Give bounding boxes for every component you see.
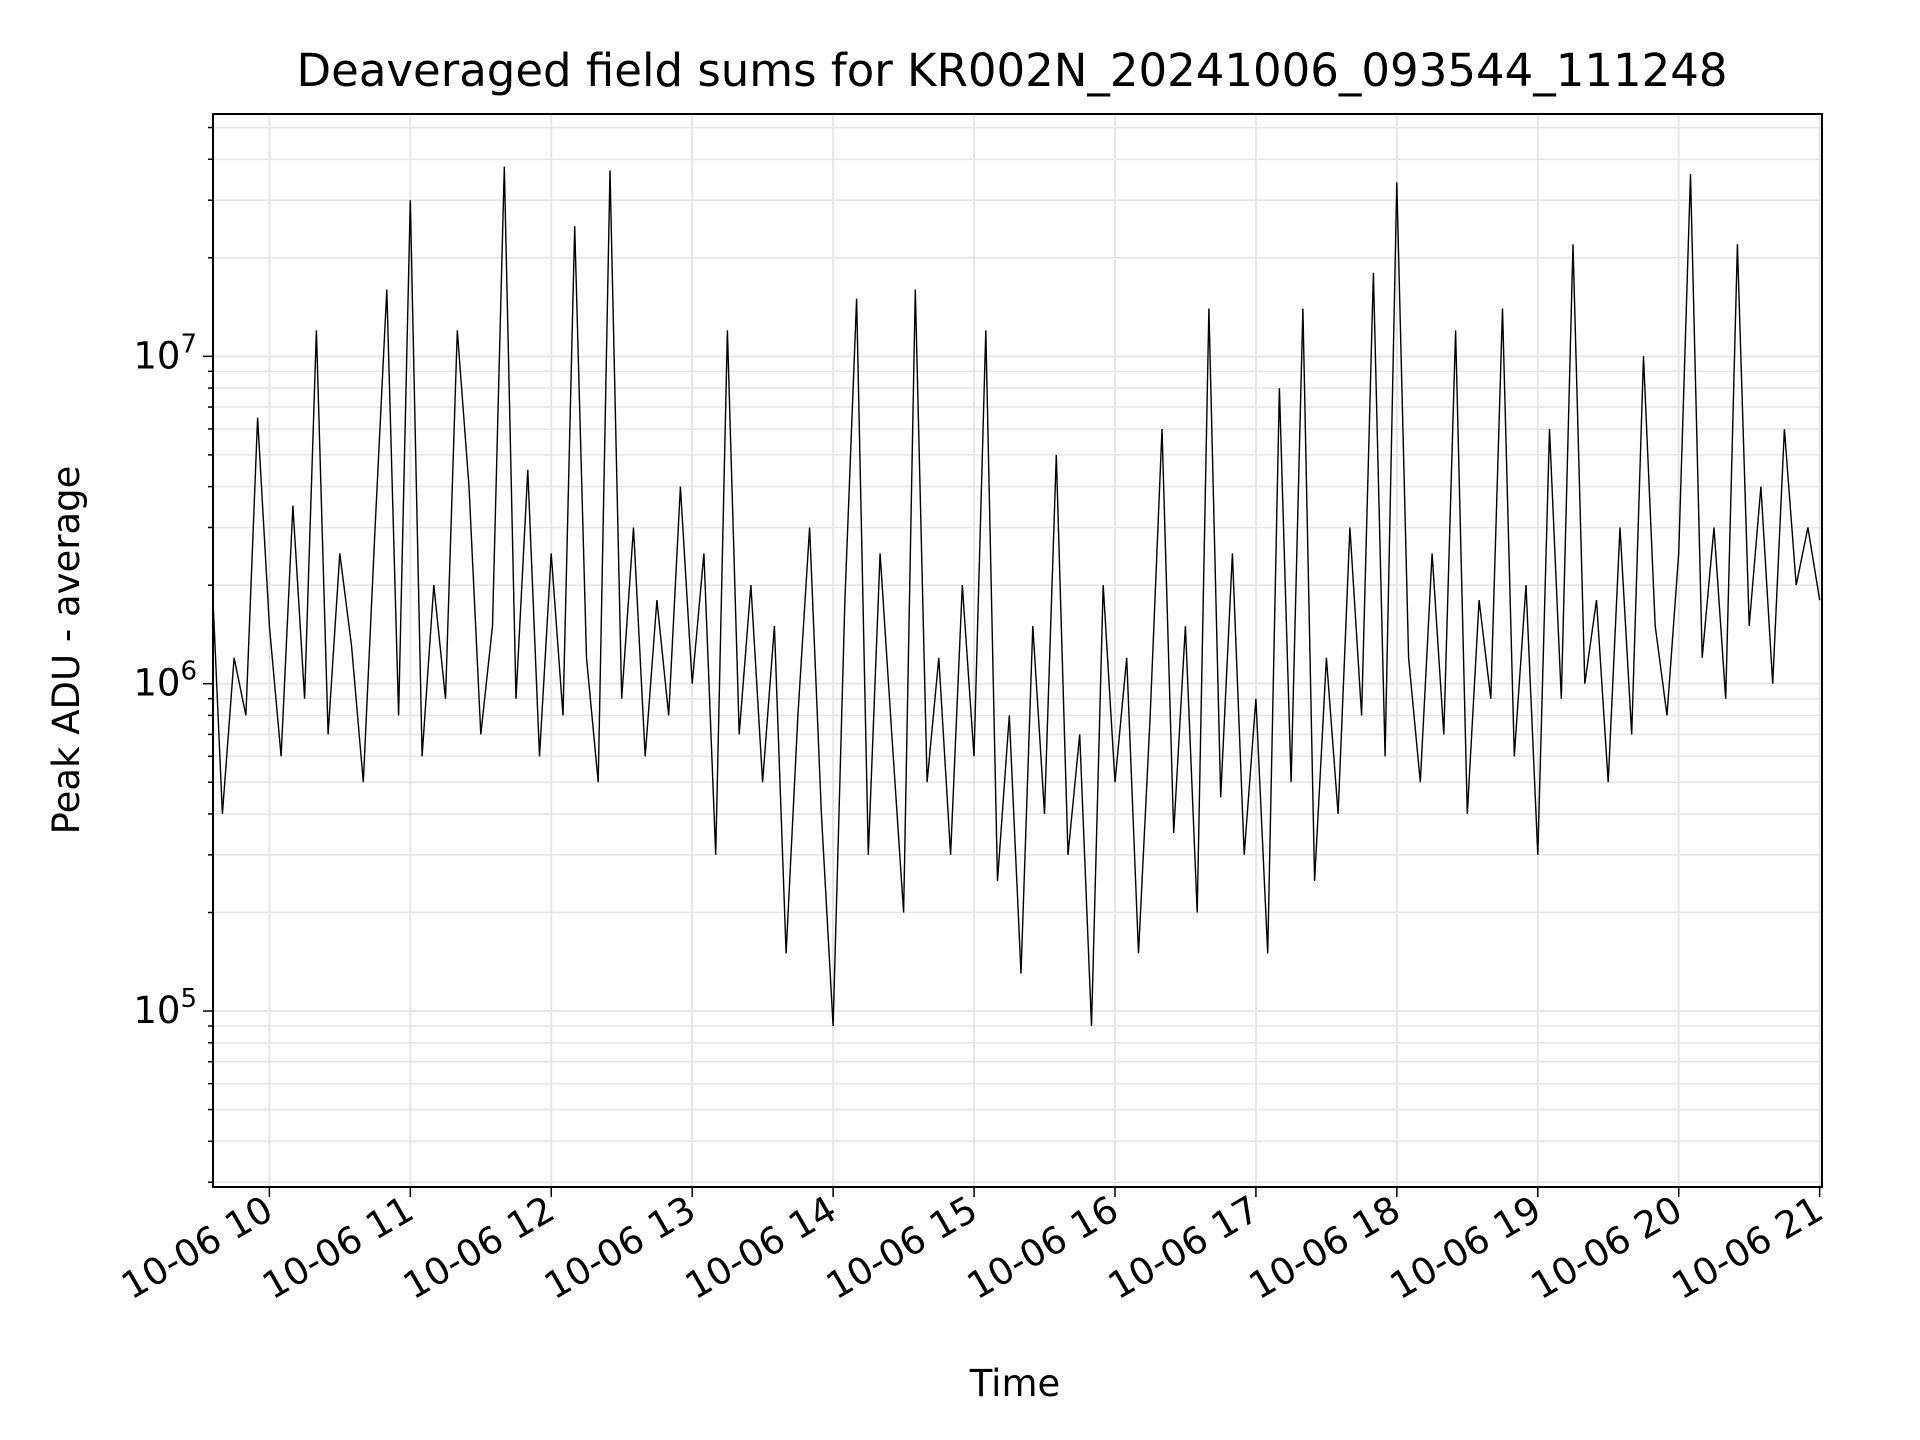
chart-title: Deaveraged field sums for KR002N_2024100… (297, 44, 1728, 97)
plot-frame (212, 113, 1823, 1188)
y-tick-base: 10 (133, 662, 180, 705)
y-tick-label: 107 (133, 329, 197, 377)
y-tick-exp: 7 (180, 329, 197, 359)
y-tick-base: 10 (133, 334, 180, 377)
x-axis-label: Time (969, 1362, 1061, 1405)
series-line (212, 166, 1821, 1027)
y-tick-label: 105 (133, 984, 197, 1032)
y-tick-base: 10 (133, 989, 180, 1032)
y-tick-exp: 5 (180, 984, 197, 1014)
y-axis-label: Peak ADU - average (45, 466, 88, 835)
data-series (212, 166, 1821, 1027)
y-tick-exp: 6 (180, 657, 197, 687)
y-tick-label: 106 (133, 657, 197, 705)
